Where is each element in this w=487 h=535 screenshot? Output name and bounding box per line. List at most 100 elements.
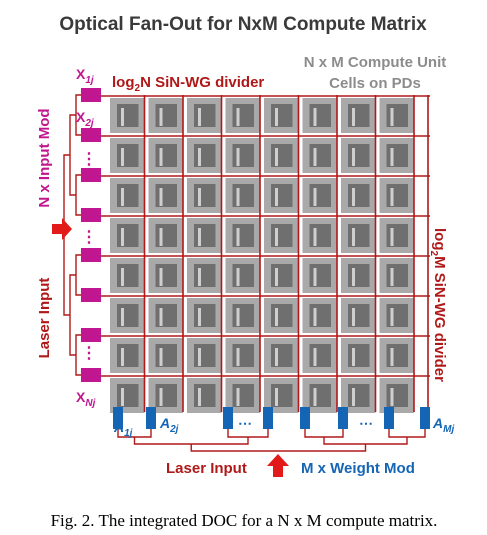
splitter-branch [191, 444, 365, 451]
cell-pd-stripe [121, 228, 124, 246]
cell-pd-stripe [391, 228, 394, 246]
cell-pd-stripe [198, 148, 201, 166]
cell-pd-stripe [391, 268, 394, 286]
cell-photodiode [271, 344, 293, 367]
divider-n-rest: SiN-WG divider [151, 74, 265, 91]
laser-input-left-label: Laser Input [36, 278, 53, 359]
cell-photodiode [387, 384, 409, 407]
compute-cell [187, 298, 222, 333]
cell-photodiode [348, 344, 370, 367]
cell-pd-stripe [391, 348, 394, 366]
compute-cell [303, 338, 338, 373]
cell-photodiode [117, 184, 139, 207]
compute-label-line-2: Cells on PDs [329, 75, 421, 92]
cell-photodiode [271, 384, 293, 407]
a-label-m-base: A [432, 415, 443, 431]
divider-m-rest: SiN-WG divider [431, 269, 448, 383]
cell-photodiode [156, 104, 178, 127]
cell-photodiode [310, 184, 332, 207]
compute-cell [341, 258, 376, 293]
splitter-branch [70, 115, 76, 195]
weight-modulator [338, 407, 348, 429]
cell-pd-stripe [275, 188, 278, 206]
compute-cell [110, 338, 145, 373]
cell-photodiode [156, 344, 178, 367]
cell-pd-stripe [314, 268, 317, 286]
compute-label-line-1: N x M Compute Unit [304, 54, 447, 71]
input-modulator [81, 288, 101, 302]
cell-photodiode [117, 144, 139, 167]
cell-pd-stripe [198, 308, 201, 326]
cell-pd-stripe [198, 348, 201, 366]
cell-pd-stripe [121, 108, 124, 126]
cell-pd-stripe [198, 228, 201, 246]
cell-photodiode [156, 304, 178, 327]
splitter-branch [70, 275, 76, 355]
splitter-branch [324, 437, 407, 444]
weight-modulator [146, 407, 156, 429]
compute-cell [187, 98, 222, 133]
compute-cell [149, 258, 184, 293]
compute-cell [341, 178, 376, 213]
compute-cell [264, 138, 299, 173]
cell-photodiode [271, 264, 293, 287]
splitter-branch [135, 437, 249, 444]
input-modulator [81, 208, 101, 222]
cell-photodiode [233, 144, 255, 167]
cell-photodiode [233, 224, 255, 247]
cell-pd-stripe [160, 188, 163, 206]
a-label-1: A1j [113, 419, 133, 439]
cell-pd-stripe [160, 148, 163, 166]
weight-mod-label: M x Weight Mod [301, 460, 415, 477]
cell-pd-stripe [121, 348, 124, 366]
cell-pd-stripe [160, 348, 163, 366]
cell-photodiode [117, 264, 139, 287]
cell-pd-stripe [314, 188, 317, 206]
cell-pd-stripe [275, 108, 278, 126]
compute-cell [380, 258, 415, 293]
compute-cell [264, 98, 299, 133]
divider-m-label: log2M SiN-WG divider [428, 228, 448, 382]
compute-cell [380, 138, 415, 173]
cell-photodiode [233, 264, 255, 287]
a-label-m: AMj [432, 415, 454, 435]
cell-photodiode [117, 344, 139, 367]
compute-cell [341, 218, 376, 253]
compute-cell [149, 138, 184, 173]
cell-photodiode [348, 184, 370, 207]
compute-cell [226, 258, 261, 293]
cell-pd-stripe [391, 388, 394, 406]
compute-cell [110, 218, 145, 253]
cell-pd-stripe [352, 268, 355, 286]
x-label-1: X1j [76, 66, 94, 86]
cell-photodiode [310, 264, 332, 287]
cell-pd-stripe [352, 108, 355, 126]
cell-pd-stripe [275, 308, 278, 326]
compute-cell [264, 178, 299, 213]
compute-cell [380, 178, 415, 213]
cell-photodiode [194, 384, 216, 407]
cell-photodiode [117, 304, 139, 327]
cell-pd-stripe [237, 188, 240, 206]
hellipsis-2: ⋯ [359, 415, 373, 431]
cell-pd-stripe [237, 268, 240, 286]
compute-cell [110, 178, 145, 213]
cell-photodiode [310, 384, 332, 407]
input-modulator [81, 328, 101, 342]
x-label-n: XNj [76, 389, 96, 409]
compute-cell [341, 338, 376, 373]
compute-cell [226, 218, 261, 253]
cell-photodiode [194, 104, 216, 127]
cell-pd-stripe [275, 388, 278, 406]
cell-pd-stripe [314, 348, 317, 366]
cell-photodiode [156, 144, 178, 167]
cell-photodiode [387, 184, 409, 207]
cell-photodiode [156, 384, 178, 407]
cell-pd-stripe [352, 188, 355, 206]
vellipsis-2: ⋮ [81, 229, 97, 246]
cell-photodiode [194, 144, 216, 167]
cell-pd-stripe [314, 228, 317, 246]
cell-pd-stripe [314, 388, 317, 406]
cell-pd-stripe [352, 388, 355, 406]
figure-caption: Fig. 2. The integrated DOC for a N x M c… [51, 511, 438, 530]
